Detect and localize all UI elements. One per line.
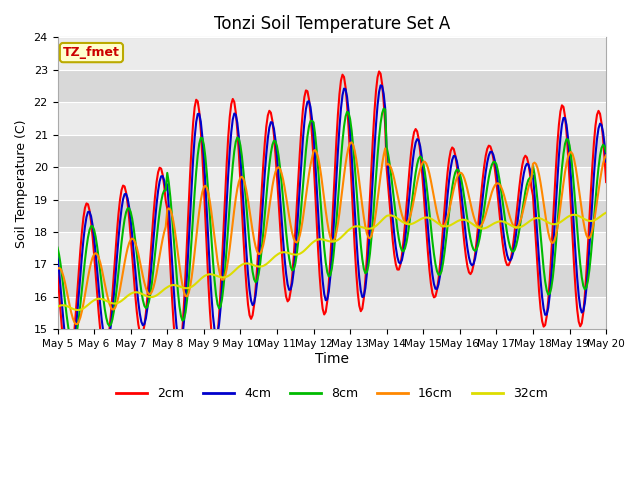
Bar: [58, 232, 606, 264]
Title: Tonzi Soil Temperature Set A: Tonzi Soil Temperature Set A: [214, 15, 450, 33]
Bar: [58, 37, 606, 70]
Legend: 2cm, 4cm, 8cm, 16cm, 32cm: 2cm, 4cm, 8cm, 16cm, 32cm: [111, 382, 553, 405]
Y-axis label: Soil Temperature (C): Soil Temperature (C): [15, 119, 28, 248]
Bar: [58, 297, 606, 329]
Text: TZ_fmet: TZ_fmet: [63, 46, 120, 59]
Bar: [58, 102, 606, 135]
Bar: [58, 70, 606, 102]
X-axis label: Time: Time: [315, 352, 349, 366]
Bar: [58, 200, 606, 232]
Bar: [58, 264, 606, 297]
Bar: [58, 167, 606, 200]
Bar: [58, 135, 606, 167]
